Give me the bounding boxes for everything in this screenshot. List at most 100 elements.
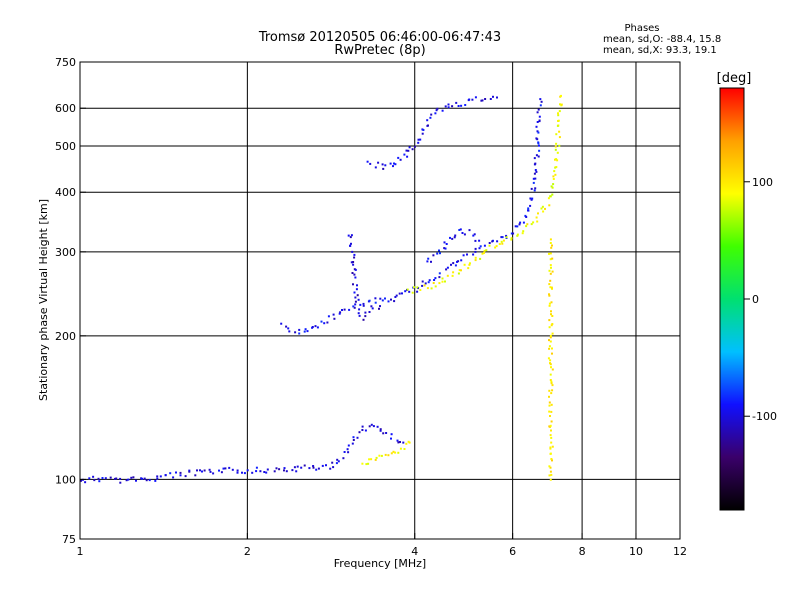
data-point (143, 477, 146, 480)
data-point (483, 251, 485, 254)
data-point (361, 462, 364, 465)
data-point (551, 186, 554, 189)
data-point (551, 315, 554, 317)
data-point (549, 272, 552, 275)
data-point (263, 471, 266, 473)
data-point (353, 273, 356, 276)
data-point (352, 305, 355, 308)
data-point (427, 257, 430, 260)
data-point (459, 228, 462, 231)
data-point (351, 250, 354, 253)
data-point (539, 104, 542, 107)
data-point (407, 149, 410, 152)
chart-subtitle: RwPretec (8p) (334, 43, 425, 58)
data-point (548, 304, 551, 307)
data-point (536, 130, 539, 133)
data-point (489, 98, 492, 100)
data-point (488, 244, 491, 247)
data-point (222, 467, 225, 470)
data-point (534, 177, 537, 180)
data-point (347, 234, 350, 237)
data-point (549, 286, 552, 289)
data-point (208, 468, 211, 471)
data-point (466, 253, 468, 256)
data-point (311, 326, 314, 328)
data-point (550, 313, 552, 316)
data-point (393, 300, 396, 303)
data-point (560, 103, 563, 106)
data-point (549, 415, 551, 417)
data-point (551, 389, 554, 392)
data-point (457, 260, 460, 263)
data-point (501, 242, 504, 245)
data-point (550, 310, 552, 313)
data-point (179, 471, 182, 474)
data-point (533, 157, 536, 160)
data-point (535, 170, 538, 173)
data-point (549, 334, 552, 337)
data-point (188, 469, 191, 472)
data-point (538, 115, 541, 118)
data-point (491, 240, 494, 243)
data-point (534, 187, 537, 190)
data-point (451, 105, 454, 108)
data-point (516, 233, 519, 236)
data-point (145, 479, 148, 482)
data-point (132, 476, 135, 479)
data-point (317, 467, 320, 470)
data-point (555, 133, 558, 136)
data-point (469, 262, 471, 265)
data-point (368, 299, 371, 302)
data-point (243, 472, 246, 475)
data-point (356, 284, 358, 287)
data-point (538, 149, 541, 152)
data-point (472, 253, 475, 256)
data-point (364, 311, 367, 314)
data-point (349, 244, 351, 247)
data-point (115, 477, 118, 480)
data-point (381, 299, 384, 302)
data-point (441, 280, 444, 283)
data-point (374, 301, 377, 304)
data-point (551, 244, 553, 247)
data-point (397, 441, 400, 444)
stats-heading: Phases (624, 23, 659, 34)
data-point (434, 277, 437, 280)
data-point (321, 464, 324, 467)
data-point (353, 253, 356, 256)
data-point (130, 476, 133, 479)
data-point (549, 373, 552, 376)
stats-x-mode: mean, sd,X: 93.3, 19.1 (603, 45, 717, 56)
data-point (406, 155, 409, 158)
data-point (350, 234, 353, 237)
data-point (135, 479, 137, 482)
data-point (199, 469, 201, 472)
data-point (438, 276, 441, 279)
data-point (119, 481, 122, 484)
data-point (293, 466, 296, 469)
data-point (397, 156, 400, 159)
data-point (403, 153, 406, 156)
colorbar-label: [deg] (717, 71, 752, 86)
data-point (483, 244, 486, 247)
data-point (427, 281, 430, 284)
data-point (521, 232, 524, 235)
data-point (231, 468, 234, 471)
data-point (349, 236, 352, 239)
data-point (549, 470, 552, 473)
data-point (357, 312, 360, 315)
data-point (435, 109, 438, 112)
data-point (93, 479, 96, 482)
data-point (542, 210, 545, 213)
data-point (417, 138, 420, 141)
data-point (550, 382, 553, 385)
data-point (551, 352, 553, 355)
data-point (430, 287, 433, 290)
data-point (352, 261, 355, 263)
data-point (218, 469, 220, 472)
data-point (352, 283, 354, 286)
data-point (549, 238, 552, 241)
data-point (550, 380, 553, 383)
data-point (447, 103, 450, 106)
data-point (464, 104, 467, 106)
